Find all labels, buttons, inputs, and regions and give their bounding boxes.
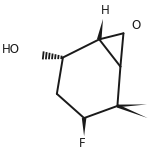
Text: O: O bbox=[132, 19, 141, 32]
Polygon shape bbox=[82, 118, 86, 136]
Polygon shape bbox=[97, 19, 103, 40]
Polygon shape bbox=[117, 104, 148, 118]
Text: HO: HO bbox=[2, 43, 20, 56]
Text: F: F bbox=[79, 137, 86, 150]
Text: H: H bbox=[101, 4, 110, 17]
Polygon shape bbox=[117, 104, 147, 107]
